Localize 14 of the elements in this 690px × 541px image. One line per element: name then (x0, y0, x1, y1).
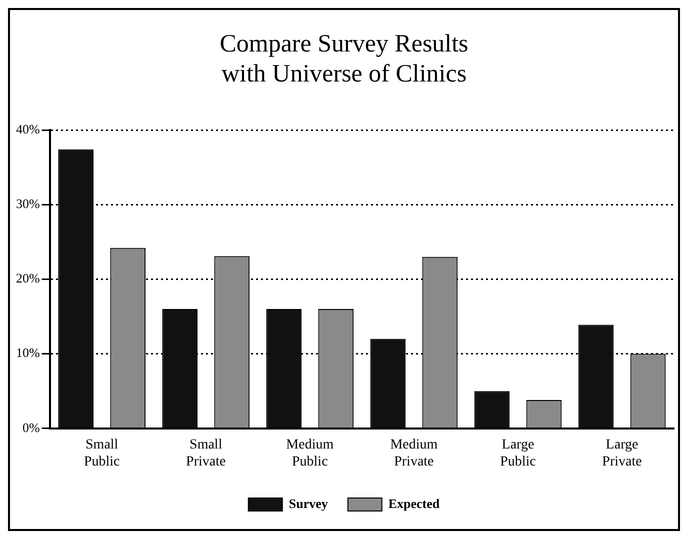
y-tick-label: 20% (16, 270, 40, 286)
x-tick-label: Large Public (500, 437, 536, 470)
y-tick-label: 40% (16, 121, 40, 136)
y-tick-label: 0% (22, 420, 40, 435)
chart-title: Compare Survey Results with Universe of Clinics (220, 30, 468, 88)
y-tick-label: 10% (16, 345, 40, 360)
x-tick-label: Small Public (84, 437, 120, 470)
legend-label: Survey (288, 496, 328, 511)
x-tick-label: Large Private (602, 437, 642, 470)
y-tick-label: 30% (16, 196, 40, 212)
x-tick-label: Small Private (186, 437, 226, 470)
x-tick-label: Medium Private (390, 437, 438, 470)
x-tick-label: Medium Public (286, 437, 334, 470)
legend-label: Expected (388, 496, 440, 511)
